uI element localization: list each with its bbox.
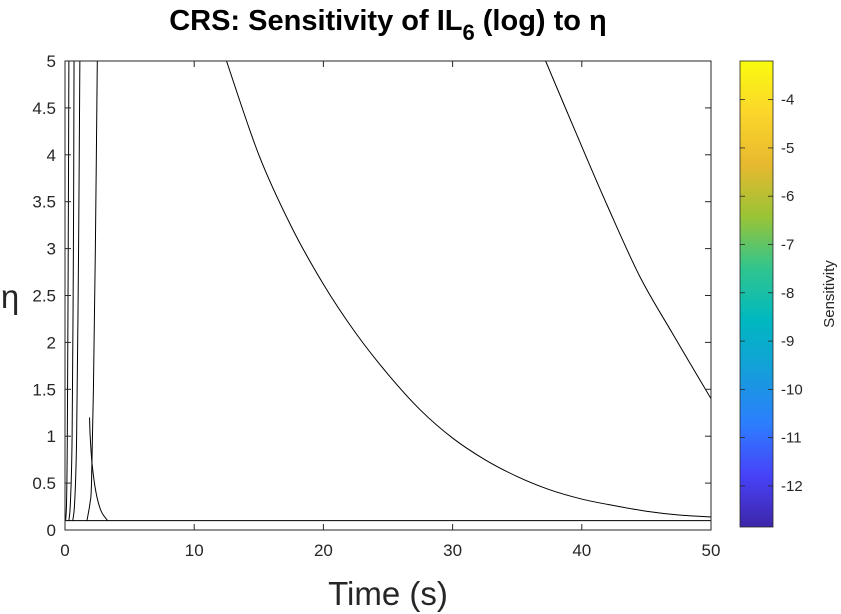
y-tick-label: 0	[47, 521, 56, 540]
contour-line-7	[545, 61, 711, 399]
contour-line-3	[72, 61, 81, 521]
contour-line-1	[65, 61, 70, 521]
colorbar	[739, 60, 774, 528]
colorbar-tick-label: -8	[781, 285, 794, 302]
colorbar-label: Sensitivity	[821, 260, 838, 328]
colorbar-tick-label: -11	[781, 430, 802, 447]
colorbar-tick-label: -12	[781, 478, 803, 495]
x-tick-label: 40	[572, 541, 591, 560]
x-tick-label: 10	[185, 541, 204, 560]
chart-title-prefix: CRS: Sensitivity of IL	[169, 5, 462, 37]
chart-title: CRS: Sensitivity of IL6 (log) to η	[169, 5, 607, 45]
y-axis-label: η	[1, 278, 19, 315]
y-tick-label: 5	[47, 52, 56, 71]
y-tick-label: 1	[47, 427, 56, 446]
colorbar-ticks: -12 -11 -10 -9 -8 -7 -6 -5 -4	[740, 92, 803, 495]
contour-line-5	[89, 417, 109, 521]
y-tick-labels: 0 0.5 1 1.5 2 2.5 3 3.5 4 4.5 5	[32, 52, 56, 540]
chart-title-subscript: 6	[462, 20, 474, 45]
colorbar-tick-label: -7	[781, 237, 794, 254]
axes	[64, 60, 712, 531]
colorbar-tick-label: -6	[781, 188, 794, 205]
colorbar-tick-label: -10	[781, 381, 803, 398]
y-tick-label: 4.5	[32, 99, 56, 118]
colorbar-tick-label: -9	[781, 333, 794, 350]
chart-title-suffix: (log) to η	[475, 5, 607, 37]
x-tick-label: 30	[443, 541, 462, 560]
x-tick-label: 50	[702, 541, 721, 560]
x-tick-label: 0	[60, 541, 69, 560]
contour-lines	[65, 61, 711, 522]
colorbar-tick-label: -5	[781, 140, 794, 157]
contour-line-4	[86, 61, 98, 521]
colorbar-tick-label: -4	[781, 92, 794, 109]
y-tick-label: 2.5	[32, 287, 56, 306]
x-tick-labels: 0 10 20 30 40 50	[60, 541, 720, 560]
contour-line-2	[68, 61, 75, 521]
x-tick-label: 20	[314, 541, 333, 560]
contour-line-6	[226, 61, 711, 518]
x-axis-label: Time (s)	[328, 575, 448, 612]
y-tick-label: 1.5	[32, 380, 56, 399]
y-tick-label: 3.5	[32, 193, 56, 212]
y-tick-label: 3	[47, 240, 56, 259]
plot-area	[65, 61, 711, 530]
y-tick-label: 2	[47, 333, 56, 352]
y-tick-label: 0.5	[32, 474, 56, 493]
y-tick-label: 4	[47, 146, 56, 165]
